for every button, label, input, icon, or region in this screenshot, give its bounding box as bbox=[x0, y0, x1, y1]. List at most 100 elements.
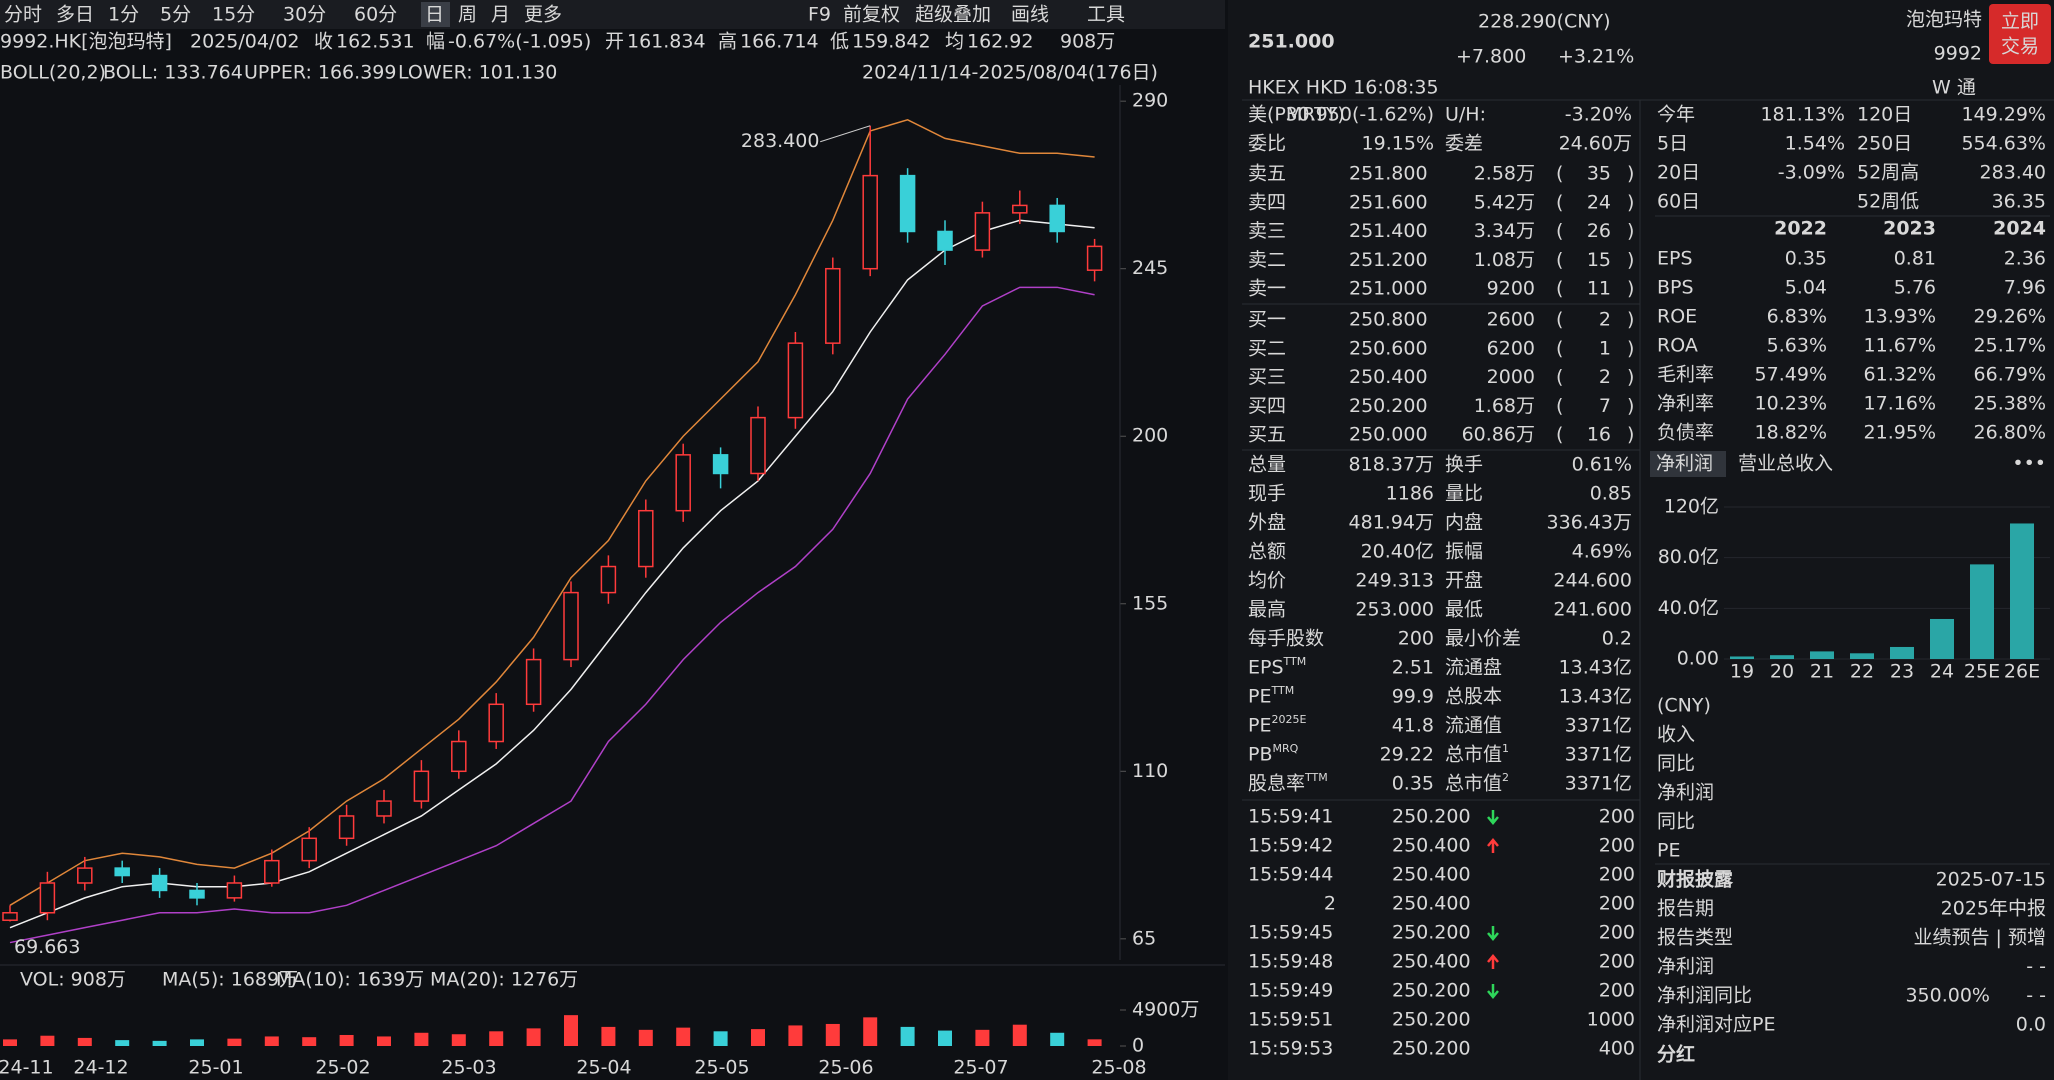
period-tab[interactable]: 1分 bbox=[108, 4, 139, 26]
trade-price: 250.400 bbox=[1392, 835, 1471, 857]
book-count: 35 bbox=[1587, 163, 1611, 185]
trade-volume: 200 bbox=[1599, 835, 1635, 857]
tab[interactable]: 净利润 bbox=[1656, 453, 1713, 475]
candle-body bbox=[114, 867, 130, 877]
book-count: 26 bbox=[1587, 220, 1611, 242]
book-level: 卖四 bbox=[1248, 191, 1286, 213]
paren: ) bbox=[1627, 249, 1634, 271]
period-tab[interactable]: 5分 bbox=[160, 4, 191, 26]
label: 0.85 bbox=[1590, 483, 1632, 505]
y-tick-label: 40.0亿 bbox=[1658, 597, 1719, 619]
label: 554.63% bbox=[1961, 133, 2046, 155]
book-count: 16 bbox=[1587, 424, 1611, 446]
candle-body bbox=[301, 837, 317, 862]
label: 泡泡玛特 bbox=[1906, 9, 1982, 31]
x-tick-label: 25-08 bbox=[1091, 1057, 1146, 1079]
candle-body bbox=[451, 740, 467, 773]
tool-button[interactable]: 前复权 bbox=[843, 4, 900, 26]
book-price: 251.000 bbox=[1349, 278, 1428, 300]
trade-volume: 200 bbox=[1599, 980, 1635, 1002]
book-count: 11 bbox=[1587, 278, 1611, 300]
candle-body bbox=[899, 174, 916, 233]
tool-button[interactable]: F9 bbox=[808, 4, 831, 26]
superscript: 2 bbox=[1502, 771, 1509, 784]
label: 委比 bbox=[1248, 133, 1286, 155]
label: 振幅 bbox=[1445, 541, 1483, 563]
bar bbox=[1810, 651, 1834, 659]
period-tab[interactable]: 月 bbox=[491, 4, 510, 26]
period-tab[interactable]: 15分 bbox=[212, 4, 255, 26]
period-tab[interactable]: 周 bbox=[458, 4, 477, 26]
book-price: 251.800 bbox=[1349, 163, 1428, 185]
paren: ( bbox=[1556, 395, 1563, 417]
trade-price: 250.200 bbox=[1392, 922, 1471, 944]
info-value: 159.842 bbox=[852, 31, 931, 53]
label: 18.82% bbox=[1755, 422, 1827, 444]
candle-body bbox=[862, 174, 878, 270]
volume-bar bbox=[377, 1036, 391, 1046]
paren: ( bbox=[1556, 309, 1563, 331]
trade-price: 250.200 bbox=[1392, 1038, 1471, 1060]
bar bbox=[1970, 564, 1994, 659]
label: 13.93% bbox=[1864, 306, 1936, 328]
book-price: 251.400 bbox=[1349, 220, 1428, 242]
book-price: 250.600 bbox=[1349, 337, 1428, 359]
trade-price: 250.400 bbox=[1392, 951, 1471, 973]
book-level: 买一 bbox=[1248, 309, 1286, 331]
tool-button[interactable]: 画线 bbox=[1011, 4, 1049, 26]
x-tick-label: 25-04 bbox=[576, 1057, 631, 1079]
period-tab[interactable]: 60分 bbox=[354, 4, 397, 26]
candle-body bbox=[1012, 204, 1028, 214]
tool-button[interactable]: 工具 bbox=[1087, 4, 1125, 26]
label: U/H: bbox=[1445, 104, 1486, 126]
paren: ( bbox=[1556, 163, 1563, 185]
bar bbox=[2010, 523, 2034, 659]
candle-body bbox=[750, 416, 766, 475]
label[interactable]: 立即 bbox=[2001, 11, 2039, 33]
candle-body bbox=[226, 882, 243, 899]
superscript: TTM bbox=[1283, 655, 1307, 668]
label: 2025-07-15 bbox=[1936, 869, 2046, 891]
label: 7.96 bbox=[2004, 277, 2046, 299]
book-volume: 1.68万 bbox=[1474, 395, 1535, 417]
volume-bar bbox=[190, 1039, 204, 1046]
period-tab[interactable]: 30分 bbox=[283, 4, 326, 26]
period-tab[interactable]: 多日 bbox=[56, 4, 94, 26]
trade-button[interactable] bbox=[1989, 4, 2051, 64]
chart-panel bbox=[0, 0, 1225, 1080]
label: 52周低 bbox=[1857, 191, 1919, 213]
label: 0.2 bbox=[1602, 628, 1632, 650]
candle-body bbox=[787, 342, 804, 419]
label: 20日 bbox=[1657, 162, 1700, 184]
period-tab[interactable]: 更多 bbox=[524, 4, 562, 26]
book-volume: 60.86万 bbox=[1462, 424, 1535, 446]
book-level: 买二 bbox=[1248, 337, 1286, 359]
label: 同比 bbox=[1657, 811, 1695, 833]
bar bbox=[1770, 655, 1794, 659]
info-value: 162.92 bbox=[967, 31, 1033, 53]
period-tab[interactable]: 分时 bbox=[4, 4, 42, 26]
paren: ) bbox=[1627, 220, 1634, 242]
period-tab[interactable]: 日 bbox=[425, 4, 444, 26]
trade-time: 15:59:48 bbox=[1248, 951, 1333, 973]
label: 总市值1 bbox=[1445, 742, 1509, 766]
x-tick-label: 21 bbox=[1810, 661, 1834, 683]
x-tick-label: 25-02 bbox=[315, 1057, 370, 1079]
y-tick-label: 110 bbox=[1132, 760, 1168, 782]
trade-time: 15:59:42 bbox=[1248, 835, 1333, 857]
label: 3371亿 bbox=[1565, 715, 1632, 737]
label: EPS bbox=[1657, 248, 1693, 270]
candle-body bbox=[376, 800, 392, 817]
candle-body bbox=[675, 454, 691, 512]
candle-body bbox=[974, 212, 991, 251]
label[interactable]: 交易 bbox=[2001, 36, 2039, 58]
paren: ) bbox=[1627, 337, 1634, 359]
volume-bar bbox=[451, 1034, 466, 1046]
label: ••• bbox=[2012, 453, 2046, 475]
tab[interactable]: 营业总收入 bbox=[1738, 453, 1833, 475]
candle-body bbox=[937, 230, 953, 251]
candle-body bbox=[2, 912, 18, 921]
tool-button[interactable]: 超级叠加 bbox=[915, 4, 991, 26]
boll-mid bbox=[9, 219, 1095, 929]
